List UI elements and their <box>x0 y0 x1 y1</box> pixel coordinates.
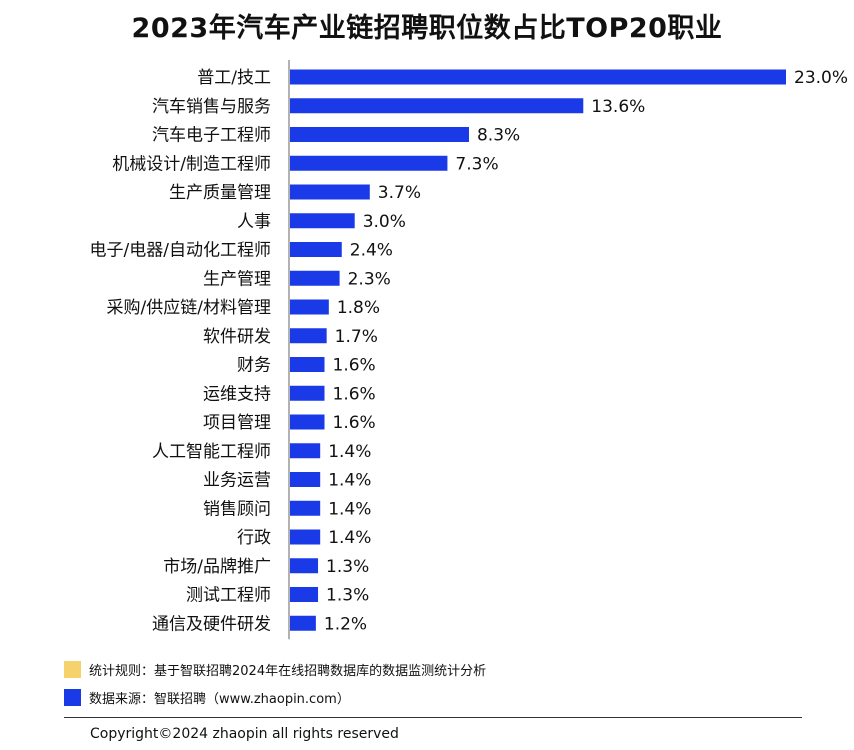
value-label: 1.2% <box>324 614 367 634</box>
category-label: 通信及硬件研发 <box>152 614 271 634</box>
bar <box>290 213 355 229</box>
bar <box>290 98 584 114</box>
category-label: 汽车销售与服务 <box>152 97 271 117</box>
category-label: 项目管理 <box>203 413 271 433</box>
bar <box>290 270 340 286</box>
category-label: 人工智能工程师 <box>152 442 271 462</box>
value-label: 13.6% <box>591 97 645 117</box>
value-label: 1.4% <box>328 442 371 462</box>
bar <box>290 299 329 315</box>
note-rule-swatch <box>64 660 81 678</box>
value-label: 1.8% <box>337 298 380 318</box>
value-label: 1.4% <box>328 528 371 548</box>
category-label: 行政 <box>237 528 271 548</box>
note-rule: 统计规则：基于智联招聘2024年在线招聘数据库的数据监测统计分析 <box>64 655 486 683</box>
value-label: 1.4% <box>328 499 371 519</box>
bar <box>290 155 448 171</box>
category-label: 汽车电子工程师 <box>152 126 271 146</box>
bar <box>290 443 321 459</box>
notes: 统计规则：基于智联招聘2024年在线招聘数据库的数据监测统计分析 数据来源：智联… <box>64 655 486 711</box>
category-label: 业务运营 <box>203 471 271 491</box>
value-label: 2.4% <box>350 241 393 261</box>
category-label: 软件研发 <box>203 327 271 347</box>
bar <box>290 500 321 516</box>
category-label: 财务 <box>237 356 271 376</box>
category-label: 生产管理 <box>203 269 271 289</box>
category-label: 机械设计/制造工程师 <box>112 154 271 174</box>
bar <box>290 69 786 85</box>
value-label: 3.7% <box>378 183 421 203</box>
value-label: 1.6% <box>333 413 376 433</box>
value-label: 1.6% <box>333 356 376 376</box>
category-label: 采购/供应链/材料管理 <box>107 298 271 318</box>
value-label: 8.3% <box>477 126 520 146</box>
bar <box>290 328 327 344</box>
bar <box>290 558 319 574</box>
bar <box>290 529 321 545</box>
category-label: 电子/电器/自动化工程师 <box>90 241 271 261</box>
bar <box>290 615 316 631</box>
bar <box>290 127 469 142</box>
bar <box>290 385 325 401</box>
value-label: 1.6% <box>333 384 376 404</box>
note-rule-text: 统计规则：基于智联招聘2024年在线招聘数据库的数据监测统计分析 <box>89 663 487 679</box>
category-label: 普工/技工 <box>197 68 271 88</box>
bar-chart: 普工/技工 23.0% 汽车销售与服务 13.6% 汽车电子工程师 8.3% 机械设计/制造… <box>90 60 848 640</box>
category-label: 销售顾问 <box>203 499 271 519</box>
value-label: 2.3% <box>348 269 391 289</box>
bar <box>290 472 321 487</box>
bar <box>290 587 319 602</box>
note-source: 数据来源：智联招聘（www.zhaopin.com） <box>64 683 486 711</box>
value-label: 1.3% <box>326 586 369 606</box>
category-label: 人事 <box>237 212 271 232</box>
bar <box>290 242 342 257</box>
bar <box>290 184 370 200</box>
category-label: 运维支持 <box>203 384 271 404</box>
bar <box>290 357 325 372</box>
chart-title: 2023年汽车产业链招聘职位数占比TOP20职业 <box>131 13 723 44</box>
value-label: 1.3% <box>326 557 369 577</box>
note-source-text: 数据来源：智联招聘（www.zhaopin.com） <box>89 691 350 707</box>
value-label: 1.4% <box>328 471 371 491</box>
value-label: 23.0% <box>794 68 848 88</box>
bar <box>290 414 325 430</box>
copyright: Copyright©2024 zhaopin all rights reserv… <box>90 726 399 742</box>
category-label: 测试工程师 <box>186 586 271 606</box>
note-source-swatch <box>64 688 81 706</box>
value-label: 3.0% <box>363 212 406 232</box>
category-label: 生产质量管理 <box>169 183 271 203</box>
value-label: 1.7% <box>335 327 378 347</box>
value-label: 7.3% <box>455 154 498 174</box>
footer-divider <box>64 717 802 718</box>
category-label: 市场/品牌推广 <box>163 557 271 577</box>
